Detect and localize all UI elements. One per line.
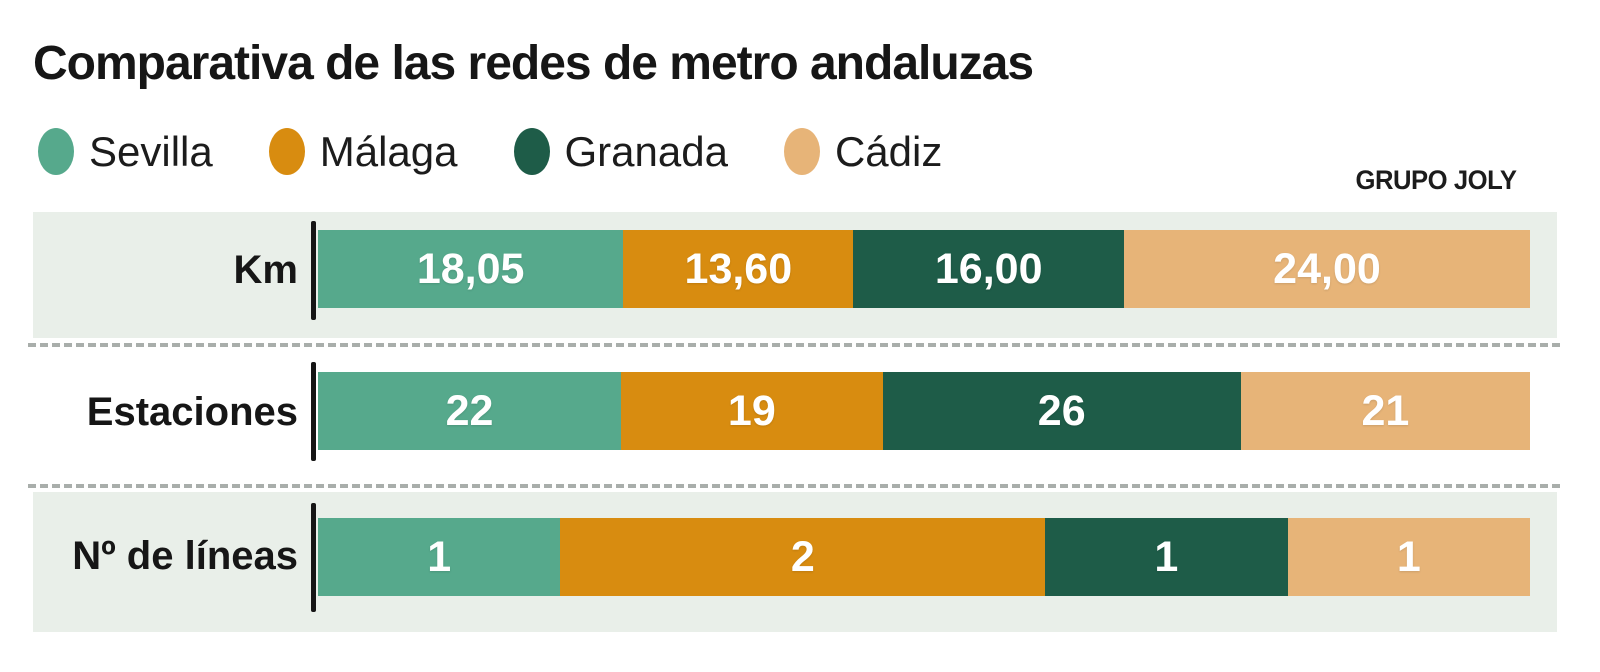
row-separator: [28, 343, 1560, 347]
segment-value: 26: [1037, 386, 1086, 435]
legend-color-dot: [513, 128, 550, 175]
legend-item-cadiz: Cádiz: [783, 127, 943, 175]
legend-item-granada: Granada: [513, 127, 728, 175]
segment-value: 16,00: [934, 244, 1043, 293]
stacked-bar: 18,05 13,60 16,00 24,00: [318, 230, 1530, 308]
source-attribution: GRUPO JOLY: [1355, 165, 1518, 195]
bar-segment-cadiz: 24,00: [1124, 230, 1530, 308]
segment-value: 18,05: [416, 244, 525, 293]
legend-color-dot: [783, 128, 820, 175]
legend-item-malaga: Málaga: [268, 127, 458, 175]
segment-value: 21: [1361, 386, 1410, 435]
segment-value: 22: [445, 386, 494, 435]
bar-segment-cadiz: 21: [1240, 372, 1530, 450]
bar-segment-malaga: 19: [621, 372, 883, 450]
legend-label: Cádiz: [834, 127, 943, 175]
row-separator: [28, 484, 1560, 488]
chart-row: Nº de líneas 1 2 1 1: [33, 492, 1557, 632]
stacked-bar: 22 19 26 21: [318, 372, 1530, 450]
bar-segment-malaga: 13,60: [623, 230, 854, 308]
stacked-bar: 1 2 1 1: [318, 518, 1530, 596]
legend-color-dot: [268, 128, 305, 175]
axis-line: [311, 362, 316, 461]
chart-row: Estaciones 22 19 26 21: [33, 346, 1557, 487]
bar-segment-sevilla: 18,05: [318, 230, 624, 308]
chart-legend: Sevilla Málaga Granada Cádiz: [38, 128, 942, 175]
bar-segment-cadiz: 1: [1287, 518, 1530, 596]
segment-value: 2: [790, 532, 815, 581]
segment-value: 24,00: [1273, 244, 1381, 293]
chart-title: Comparativa de las redes de metro andalu…: [33, 37, 1034, 90]
legend-item-sevilla: Sevilla: [38, 128, 213, 175]
row-label: Estaciones: [86, 390, 298, 434]
bar-segment-malaga: 2: [560, 518, 1046, 596]
segment-value: 1: [427, 532, 452, 581]
bar-segment-granada: 1: [1045, 518, 1288, 596]
legend-label: Granada: [564, 127, 728, 175]
legend-label: Sevilla: [89, 127, 213, 175]
segment-value: 1: [1396, 532, 1421, 581]
legend-label: Málaga: [319, 127, 458, 175]
chart-row: Km 18,05 13,60 16,00 24,00: [33, 212, 1557, 338]
axis-line: [311, 221, 316, 320]
row-label: Km: [233, 248, 298, 292]
row-label: Nº de líneas: [72, 534, 298, 578]
bar-segment-sevilla: 22: [318, 372, 621, 450]
legend-color-dot: [38, 128, 74, 175]
segment-value: 13,60: [684, 244, 793, 293]
bar-segment-granada: 26: [882, 372, 1241, 450]
bar-segment-sevilla: 1: [318, 518, 561, 596]
segment-value: 19: [727, 386, 776, 435]
segment-value: 1: [1154, 532, 1179, 581]
axis-line: [311, 503, 316, 612]
bar-segment-granada: 16,00: [853, 230, 1124, 308]
